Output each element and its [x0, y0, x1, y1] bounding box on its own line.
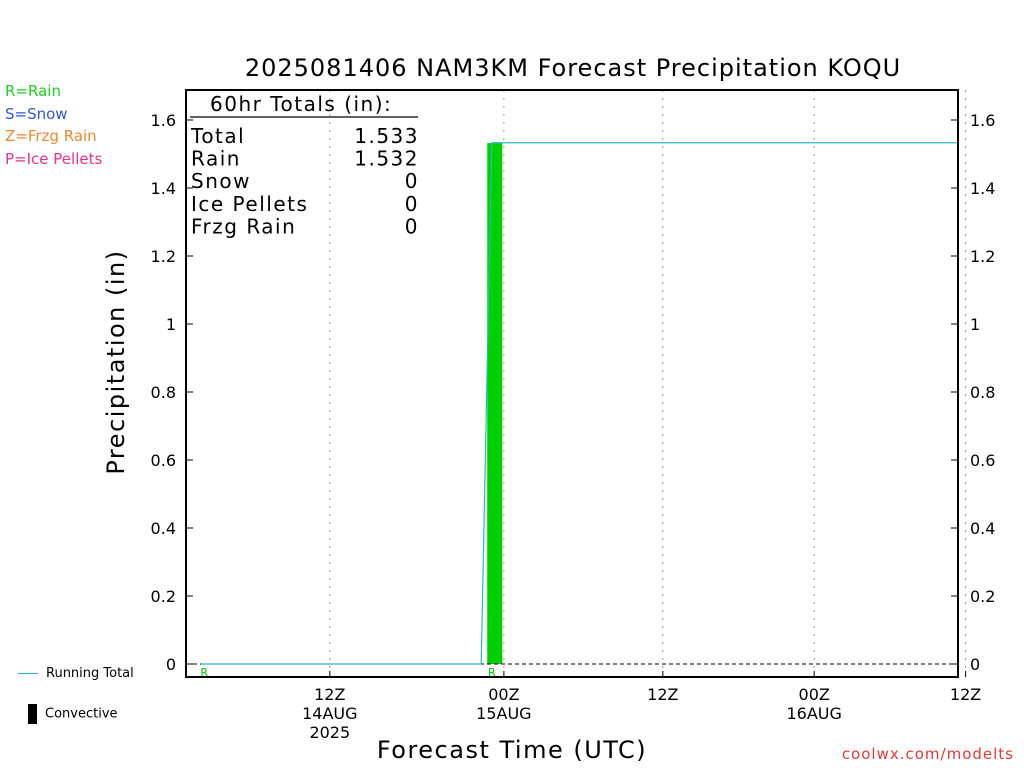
precip-bar-0	[487, 143, 503, 664]
y-tick-label-left-3: 0.6	[151, 451, 176, 470]
precip-bars	[487, 143, 503, 664]
y-tick-label-right-0: 0	[970, 655, 980, 674]
legend-frzg-rain: Z=Frzg Rain	[5, 127, 97, 145]
y-tick-label-right-7: 1.4	[970, 179, 995, 198]
y-axis-right: 0 0.2 0.4 0.6 0.8 1 1.2 1.4 1.6	[951, 111, 995, 674]
precip-type-legend: R=Rain S=Snow Z=Frzg Rain P=Ice Pellets	[5, 80, 102, 170]
x-tick-label-4: 12Z	[950, 685, 981, 704]
legend-convective: Convective	[18, 704, 118, 724]
totals-label-4: Frzg Rain	[191, 214, 296, 238]
running-total-line	[201, 142, 958, 665]
credit-text: coolwx.com/modelts	[841, 745, 1014, 763]
legend-running-total: Running Total	[18, 666, 134, 681]
totals-label-1: Rain	[191, 147, 241, 171]
totals-label-3: Ice Pellets	[191, 192, 308, 216]
y-axis-left: 0 0.2 0.4 0.6 0.8 1 1.2 1.4 1.6	[151, 111, 193, 674]
x-axis-label: Forecast Time (UTC)	[377, 736, 647, 764]
gridlines	[329, 90, 967, 677]
y-tick-label-left-5: 1	[166, 315, 176, 334]
x-tick-date-1: 15AUG	[476, 704, 531, 723]
legend-convective-label: Convective	[45, 706, 118, 722]
y-tick-label-right-8: 1.6	[970, 111, 995, 130]
totals-label-2: Snow	[191, 169, 251, 193]
legend-running-total-label: Running Total	[46, 666, 134, 681]
legend-rain: R=Rain	[5, 82, 61, 100]
y-axis-label: Precipitation (in)	[102, 249, 130, 474]
totals-label-0: Total	[190, 124, 245, 148]
marker-1: R	[488, 666, 496, 679]
y-tick-label-left-7: 1.4	[151, 179, 176, 198]
y-tick-label-right-4: 0.8	[970, 383, 995, 402]
totals-value-2: 0	[405, 169, 419, 193]
chart-title: 2025081406 NAM3KM Forecast Precipitation…	[245, 54, 901, 82]
plot-frame	[185, 89, 959, 678]
legend-snow: S=Snow	[5, 104, 68, 123]
x-tick-label-0: 12Z	[314, 685, 345, 704]
x-tick-label-1: 00Z	[488, 685, 519, 704]
convective-swatch	[28, 704, 37, 724]
totals-value-0: 1.533	[354, 124, 419, 148]
x-tick-label-3: 00Z	[799, 685, 830, 704]
y-tick-label-left-4: 0.8	[151, 383, 176, 402]
totals-value-1: 1.532	[354, 147, 419, 171]
y-tick-label-right-5: 1	[970, 315, 980, 334]
x-tick-year-0: 2025	[309, 723, 350, 742]
y-tick-label-right-1: 0.2	[970, 587, 995, 606]
totals-value-3: 0	[405, 192, 419, 216]
y-tick-label-right-3: 0.6	[970, 451, 995, 470]
totals-box: 60hr Totals (in): Total 1.533 Rain 1.532 Snow…	[190, 92, 419, 238]
y-tick-label-left-8: 1.6	[151, 111, 176, 130]
y-tick-label-right-6: 1.2	[970, 247, 995, 266]
totals-header: 60hr Totals (in):	[210, 92, 392, 116]
x-tick-date-0: 14AUG	[302, 704, 357, 723]
totals-value-4: 0	[405, 214, 419, 238]
y-tick-label-left-0: 0	[166, 655, 176, 674]
running-total-swatch	[18, 673, 38, 674]
x-tick-label-2: 12Z	[647, 685, 678, 704]
y-tick-label-left-2: 0.4	[151, 519, 176, 538]
y-tick-label-right-2: 0.4	[970, 519, 995, 538]
marker-0: R	[200, 666, 208, 679]
y-tick-label-left-6: 1.2	[151, 247, 176, 266]
x-tick-date-3: 16AUG	[786, 704, 841, 723]
legend-ice-pellets: P=Ice Pellets	[5, 149, 103, 168]
y-tick-label-left-1: 0.2	[151, 587, 176, 606]
